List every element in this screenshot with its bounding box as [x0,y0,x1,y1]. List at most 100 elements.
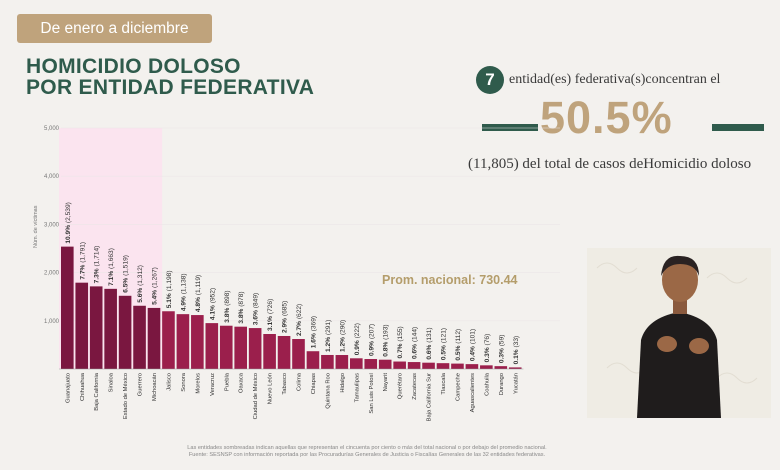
bar [234,326,247,369]
y-axis-label: Núm. de víctimas [33,205,39,248]
x-tick-label: Michoacán [152,373,158,401]
y-tick-label: 1,000 [44,319,60,325]
data-label: 0.6% (131) [426,327,433,359]
divider-left [482,124,538,131]
x-tick-label: Tlaxcala [441,372,447,394]
x-tick-label: San Luis Potosí [369,373,375,414]
x-tick-label: Coahuila [484,372,490,396]
bar [465,364,479,369]
data-label: 3.6% (849) [253,293,260,325]
x-tick-label: Oaxaca [239,372,245,393]
y-tick-label: 3,000 [44,222,60,228]
data-label: 10.9% (2,539) [65,202,72,243]
big-percent: 50.5% [540,92,673,143]
data-label: 0.3% (59) [498,335,505,364]
data-label: 4.9% (1,138) [180,273,187,311]
data-label: 0.9% (207) [368,324,375,356]
footnote-line-1: Las entidades sombreadas indican aquella… [187,445,547,451]
data-label: 0.8% (193) [383,324,390,356]
bar [422,362,435,369]
title-line-1: HOMICIDIO DOLOSO [26,55,241,78]
bar [89,286,103,369]
x-tick-label: Nuevo León [268,373,274,404]
period-label: De enero a diciembre [17,14,212,43]
data-label: 0.7% (155) [397,326,404,358]
x-tick-label: Puebla [224,372,230,391]
bar [335,355,349,369]
bar [494,366,508,369]
data-label: 5.6% (1,312) [137,265,144,303]
total-text: (11,805) del total de casos deHomicidio … [468,156,752,172]
data-label: 0.5% (112) [455,329,462,361]
bar [205,323,219,369]
highlight-band [59,128,163,369]
data-label: 7.3% (1,714) [94,246,101,284]
bar [147,307,161,369]
data-label: 4.8% (1,119) [195,275,202,312]
bar [436,363,450,369]
x-tick-label: Ciudad de México [253,373,259,419]
bar [219,325,233,369]
data-label: 0.1% (33) [513,336,520,365]
data-label: 5.4% (1,267) [152,267,159,305]
x-tick-label: Tamaulipas [354,373,360,402]
data-label: 0.3% (76) [484,334,491,363]
bar [393,361,406,369]
x-tick-label: Chiapas [311,373,317,394]
bar [378,359,392,369]
divider-right [712,124,764,131]
bar [75,282,89,369]
sign-language-interpreter [587,248,771,418]
national-average-label: Prom. nacional: 730.44 [382,273,518,287]
bar [162,311,175,369]
x-tick-label: Hidalgo [340,373,346,393]
bar [350,358,363,369]
x-tick-label: Campeche [455,373,461,401]
bar [292,339,305,369]
data-label: 1.6% (369) [310,316,317,348]
count-text: entidad(es) federativa(s)concentran el [509,72,721,87]
data-label: 2.7% (622) [296,304,303,336]
page-title: HOMICIDIO DOLOSO POR ENTIDAD FEDERATIVA [26,56,314,98]
data-label: 3.8% (878) [238,291,245,323]
bar [407,362,421,369]
bar [104,288,117,369]
bar [191,315,204,369]
x-tick-label: Chihuahua [80,372,86,401]
x-tick-label: Baja California Sur [427,373,433,421]
bar [364,359,378,369]
bar [277,335,291,369]
x-tick-label: Morelos [195,373,201,394]
data-label: 4.1% (952) [209,288,216,320]
bar [263,334,276,369]
bar [133,305,146,369]
x-tick-label: Estado de México [123,373,129,419]
x-tick-label: Tabasco [282,373,288,395]
count-badge: 7 [476,66,504,94]
data-label: 0.4% (101) [469,329,476,361]
y-tick-label: 5,000 [44,126,60,132]
bar [248,328,262,369]
bar [176,314,190,369]
y-tick-label: 4,000 [44,174,60,180]
x-tick-label: Zacatecas [412,373,418,400]
x-tick-label: Aguascalientes [470,373,476,412]
x-tick-label: Colima [297,372,303,391]
title-line-2: POR ENTIDAD FEDERATIVA [26,76,315,99]
bar [118,295,132,369]
x-tick-label: Querétaro [398,373,404,399]
data-label: 5.1% (1,198) [166,270,173,308]
x-tick-label: Jalisco [166,373,172,391]
bar [451,363,464,369]
data-label: 1.2% (291) [325,320,332,352]
x-tick-label: Veracruz [210,373,216,396]
data-label: 3.1% (726) [267,299,274,331]
data-label: 7.1% (1,663) [108,248,115,286]
x-tick-label: Quintana Roo [325,373,331,409]
x-tick-label: Nayarit [383,373,389,392]
x-tick-label: Baja California [94,372,100,410]
bar [321,354,334,369]
data-label: 0.9% (222) [354,323,361,355]
x-tick-label: Yucatán [513,373,519,394]
x-tick-label: Sinaloa [109,372,115,392]
